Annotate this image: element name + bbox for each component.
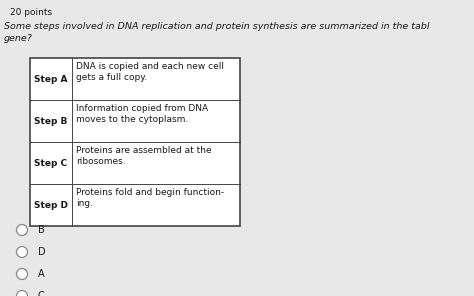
Text: Step A: Step A — [34, 75, 68, 83]
Text: B: B — [38, 225, 45, 235]
Text: Step B: Step B — [34, 117, 68, 126]
Ellipse shape — [17, 247, 27, 258]
Ellipse shape — [17, 268, 27, 279]
Text: Some steps involved in DNA replication and protein synthesis are summarized in t: Some steps involved in DNA replication a… — [4, 22, 429, 31]
Text: 20 points: 20 points — [10, 8, 52, 17]
Text: DNA is copied and each new cell
gets a full copy.: DNA is copied and each new cell gets a f… — [76, 62, 224, 83]
Text: Step C: Step C — [35, 158, 68, 168]
Ellipse shape — [17, 224, 27, 236]
Text: Information copied from DNA
moves to the cytoplasm.: Information copied from DNA moves to the… — [76, 104, 208, 124]
Text: gene?: gene? — [4, 34, 33, 43]
Text: D: D — [38, 247, 46, 257]
Text: Proteins are assembled at the
ribosomes.: Proteins are assembled at the ribosomes. — [76, 146, 211, 166]
Text: Proteins fold and begin function-
ing.: Proteins fold and begin function- ing. — [76, 188, 224, 208]
Text: A: A — [38, 269, 45, 279]
Bar — [30, 58, 240, 226]
Text: C: C — [38, 291, 45, 296]
Ellipse shape — [17, 290, 27, 296]
Text: Step D: Step D — [34, 200, 68, 210]
